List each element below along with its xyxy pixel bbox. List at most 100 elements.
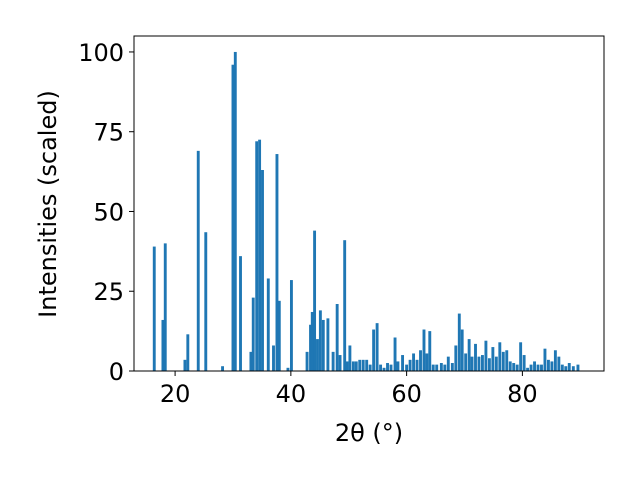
bar [379,364,383,371]
bar [354,361,358,371]
bar [443,364,447,371]
bar [498,342,502,371]
bar [401,355,405,371]
bar [368,364,372,371]
bar [494,356,498,371]
bar [522,355,526,371]
bar [272,345,275,371]
bar [289,280,293,371]
bar [422,329,426,371]
bar [408,359,412,371]
bar [450,363,454,371]
bar [412,353,416,371]
x-tick-label: 20 [160,380,191,408]
bar [457,313,461,371]
bar [204,232,208,371]
bar [519,342,523,371]
bar [505,350,509,371]
bar [318,310,322,371]
bar [338,355,342,371]
x-tick-label: 40 [276,380,307,408]
bar [470,356,474,371]
bar [484,340,488,371]
bar [435,364,439,371]
y-tick-label: 50 [93,198,124,226]
bar [529,364,533,371]
plot-frame [133,35,605,372]
bar [446,356,450,371]
bar [186,334,190,371]
bar [251,297,255,371]
bar [515,364,519,371]
bar [239,256,242,371]
bar [335,304,339,371]
bar [277,300,281,371]
bar [431,364,435,371]
bar [386,363,389,371]
bar [258,139,262,371]
bar [343,240,347,371]
bar [571,366,575,371]
bar [316,339,319,371]
bar [389,364,393,371]
x-axis-label: 2θ (°) [335,419,403,447]
bar [310,311,314,371]
bar [425,353,429,371]
y-tick-label: 100 [78,39,124,67]
bar [576,364,580,371]
bar [396,361,400,371]
bar [261,170,264,371]
x-axis: 20 40 60 80 [160,371,538,408]
bar [567,363,571,371]
bar [460,329,464,371]
bar [183,359,187,371]
y-axis: 0 25 50 75 100 [78,39,134,386]
bar [536,364,540,371]
bar [454,345,458,371]
bar [477,356,481,371]
bar [196,150,200,371]
bar [512,363,516,371]
bar [546,359,550,371]
bar [358,359,362,371]
bar [286,367,290,371]
bar [255,141,259,371]
bar [266,278,270,371]
bar [249,351,253,371]
bar [351,361,355,371]
bar [464,353,468,371]
x-tick-label: 80 [507,380,538,408]
bar [348,345,352,371]
bar [526,367,530,371]
bar [313,230,317,371]
y-tick-label: 75 [93,119,124,147]
bar [152,246,156,371]
bar [405,364,409,371]
bar [365,359,369,371]
bar [305,351,309,371]
bar [372,329,376,371]
bar [540,364,543,371]
bar [163,243,167,371]
bar [481,355,484,371]
bar [321,319,325,371]
bar [467,339,471,371]
bar [543,348,547,371]
bar [419,350,422,371]
bar [161,319,165,371]
bar [560,364,564,371]
bar [393,337,397,371]
bar [345,361,349,371]
bar [221,366,224,371]
y-tick-label: 0 [109,358,124,386]
bar [533,361,536,371]
bar [501,351,505,371]
bar [375,323,379,371]
bar [382,367,386,371]
bar [564,366,568,371]
bar [428,331,432,371]
bar [233,51,237,371]
bar [361,359,365,371]
bar [415,359,419,371]
